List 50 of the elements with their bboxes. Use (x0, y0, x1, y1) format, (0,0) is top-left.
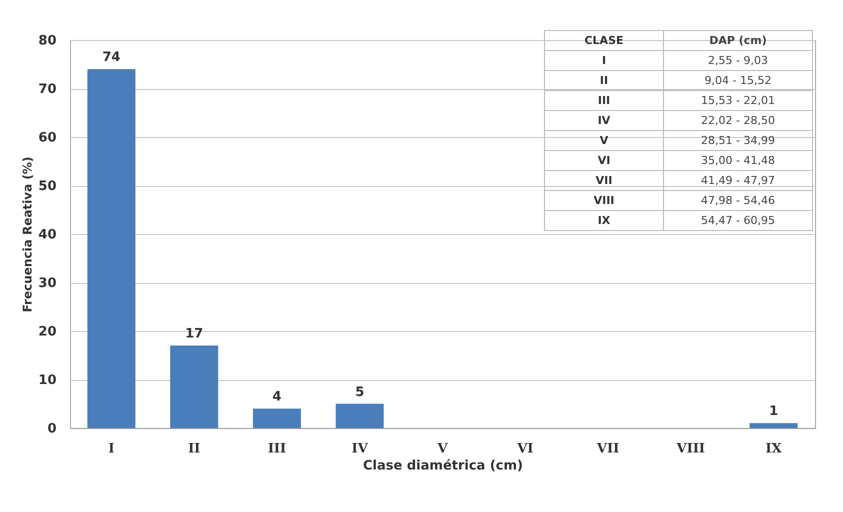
y-tick-label: 20 (38, 324, 56, 340)
bar (750, 423, 798, 428)
annotation: 28,51 - 34,99 (664, 130, 812, 150)
x-tick-label: I (108, 442, 114, 456)
x-tick-label: VII (596, 442, 620, 456)
x-tick-label: IV (352, 442, 369, 456)
annotation: 2,55 - 9,03 (664, 50, 812, 70)
x-tick-label: IX (766, 442, 783, 456)
y-tick-label: 40 (38, 228, 56, 242)
annotation: 22,02 - 28,50 (664, 110, 812, 130)
x-tick-label: VI (516, 442, 534, 456)
annotation: IV (544, 110, 664, 130)
data-label: 5 (355, 384, 364, 400)
annotation: DAP (cm) (664, 30, 812, 50)
x-tick-label: V (436, 442, 448, 456)
x-tick-label: II (188, 442, 200, 456)
annotation: III (544, 90, 664, 110)
y-tick-label: 0 (47, 422, 56, 436)
bar (87, 69, 136, 428)
annotation: 41,49 - 47,97 (664, 170, 812, 190)
data-label: 74 (102, 50, 120, 66)
y-tick-label: 80 (38, 34, 56, 48)
bar (252, 408, 301, 428)
data-label: 4 (272, 390, 282, 405)
annotation: 35,00 - 41,48 (664, 150, 812, 170)
annotation: 15,53 - 22,01 (664, 90, 812, 110)
annotation: VI (544, 150, 664, 170)
y-axis-title: Frecuencia Reativa (%) (20, 156, 34, 312)
bar (170, 346, 218, 428)
annotation: 54,47 - 60,95 (664, 210, 812, 230)
y-tick-label: 50 (38, 179, 56, 194)
annotation: VIII (544, 190, 664, 210)
bar (336, 404, 384, 428)
annotation: IX (544, 210, 664, 230)
x-tick-label: VIII (676, 442, 706, 456)
data-label: 17 (185, 326, 204, 342)
annotation: I (544, 50, 664, 70)
x-axis-title: Clase diamétrica (cm) (363, 458, 523, 474)
annotation: VII (544, 170, 664, 190)
y-tick-label: 60 (38, 130, 56, 146)
annotation: II (544, 70, 664, 90)
y-tick-label: 70 (38, 82, 56, 97)
annotation: 47,98 - 54,46 (664, 190, 812, 210)
annotation: 9,04 - 15,52 (664, 70, 812, 90)
x-tick-label: III (268, 442, 286, 456)
data-label: 1 (769, 404, 778, 420)
annotation: V (544, 130, 664, 150)
y-tick-label: 30 (38, 276, 56, 291)
annotation: CLASE (544, 30, 664, 50)
y-tick-label: 10 (38, 373, 56, 388)
